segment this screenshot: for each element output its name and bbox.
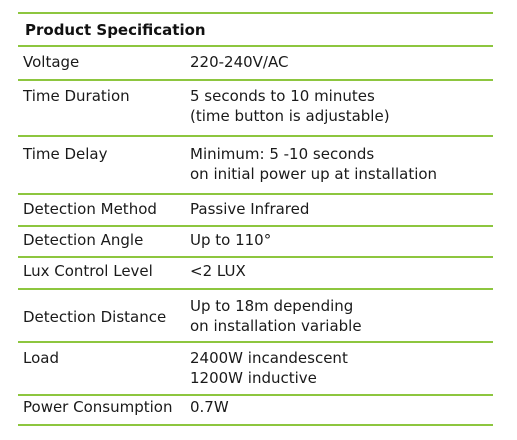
value-line: Up to 110° xyxy=(190,231,272,249)
value-line: on installation variable xyxy=(190,317,362,335)
row-label: Voltage xyxy=(23,53,80,71)
row-label: Load xyxy=(23,349,59,367)
row-value: Up to 18m depending on installation vari… xyxy=(190,296,362,336)
row-value: 2400W incandescent 1200W inductive xyxy=(190,348,348,388)
row-label: Time Duration xyxy=(23,87,130,105)
table-title: Product Specification xyxy=(25,21,206,39)
row-value: Passive Infrared xyxy=(190,199,309,219)
value-line: 220-240V/AC xyxy=(190,53,289,71)
row-value: 220-240V/AC xyxy=(190,52,288,72)
bottom-rule xyxy=(18,424,493,426)
value-line: Passive Infrared xyxy=(190,200,310,218)
row-label: Detection Method xyxy=(23,200,157,218)
row-divider xyxy=(18,79,493,81)
row-label: Lux Control Level xyxy=(23,262,153,280)
value-line: Up to 18m depending xyxy=(190,297,354,315)
row-divider xyxy=(18,256,493,258)
value-line: 1200W inductive xyxy=(190,369,317,387)
row-divider xyxy=(18,394,493,396)
row-value: Minimum: 5 -10 seconds on initial power … xyxy=(190,144,437,184)
row-divider xyxy=(18,193,493,195)
row-divider xyxy=(18,135,493,137)
value-line: on initial power up at installation xyxy=(190,165,438,183)
row-divider xyxy=(18,225,493,227)
value-line: 0.7W xyxy=(190,398,229,416)
row-label: Detection Angle xyxy=(23,231,144,249)
row-divider xyxy=(18,288,493,290)
value-line: 2400W incandescent xyxy=(190,349,348,367)
top-rule xyxy=(18,12,493,14)
header-rule xyxy=(18,45,493,47)
value-line: (time button is adjustable) xyxy=(190,107,390,125)
row-value: 0.7W xyxy=(190,397,229,417)
row-label: Time Delay xyxy=(23,145,108,163)
row-label: Power Consumption xyxy=(23,398,173,416)
row-value: Up to 110° xyxy=(190,230,271,250)
row-label: Detection Distance xyxy=(23,308,167,326)
row-value: <2 LUX xyxy=(190,261,246,281)
row-value: 5 seconds to 10 minutes (time button is … xyxy=(190,86,390,126)
value-line: Minimum: 5 -10 seconds xyxy=(190,145,375,163)
value-line: <2 LUX xyxy=(190,262,246,280)
value-line: 5 seconds to 10 minutes xyxy=(190,87,375,105)
row-divider xyxy=(18,341,493,343)
